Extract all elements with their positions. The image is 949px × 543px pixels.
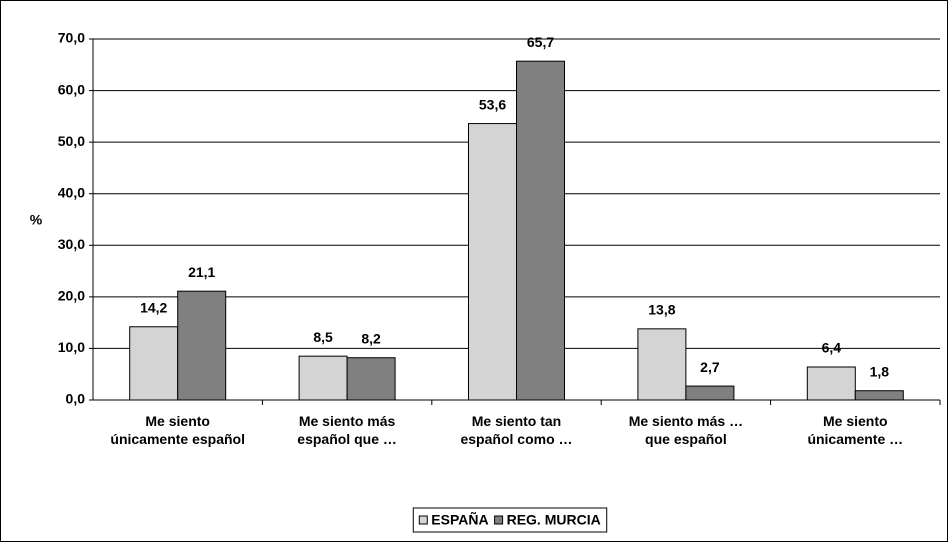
- y-tick-label: 60,0: [58, 81, 85, 97]
- data-label: 8,5: [313, 329, 333, 345]
- y-tick-label: 40,0: [58, 184, 85, 200]
- data-label: 1,8: [870, 363, 890, 379]
- bar: [516, 60, 565, 401]
- data-label: 14,2: [140, 299, 167, 315]
- data-label: 65,7: [527, 34, 554, 50]
- legend-box: [412, 507, 608, 533]
- y-tick-label: 50,0: [58, 133, 85, 149]
- bar: [637, 328, 687, 401]
- bar: [685, 385, 735, 401]
- y-tick-label: 70,0: [58, 30, 85, 46]
- data-label: 6,4: [822, 340, 842, 356]
- y-tick-label: 20,0: [58, 288, 85, 304]
- y-axis-label: %: [30, 212, 43, 228]
- bar: [177, 290, 227, 401]
- bar: [129, 326, 179, 401]
- x-tick-label: Me siento más … que español: [628, 413, 744, 447]
- bar: [298, 355, 348, 401]
- bar: [854, 390, 904, 401]
- data-label: 8,2: [361, 330, 381, 346]
- bar: [468, 123, 517, 401]
- x-tick-label: Me siento únicamente español: [110, 413, 245, 447]
- data-label: 2,7: [700, 359, 720, 375]
- x-tick-label: Me siento únicamente …: [807, 413, 904, 447]
- legend-label: REG. MURCIA: [507, 512, 601, 528]
- x-tick-label: Me siento tan español como …: [460, 413, 573, 447]
- data-label: 53,6: [479, 96, 506, 112]
- y-tick-label: 10,0: [58, 339, 85, 355]
- bar: [806, 366, 856, 401]
- y-tick-label: 30,0: [58, 236, 85, 252]
- legend-swatch: [418, 515, 428, 525]
- data-label: 13,8: [648, 302, 675, 318]
- bar: [346, 357, 396, 401]
- x-tick-label: Me siento más español que …: [297, 413, 397, 447]
- legend-label: ESPAÑA: [431, 511, 488, 528]
- data-label: 21,1: [188, 264, 215, 280]
- legend-swatch: [494, 515, 504, 525]
- y-tick-label: 0,0: [66, 391, 86, 407]
